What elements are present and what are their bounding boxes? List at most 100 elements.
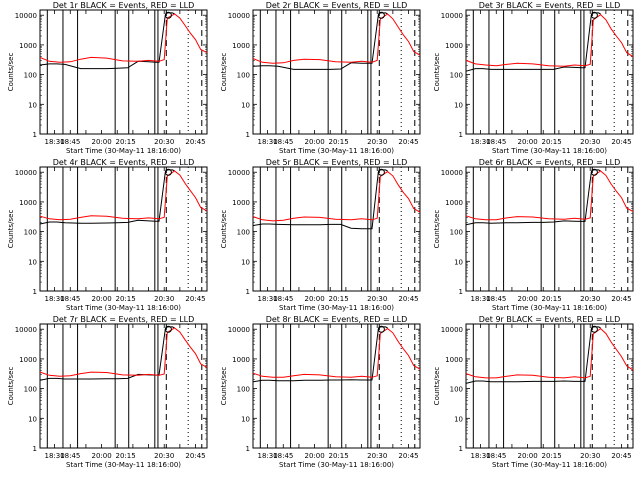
- marker-circle: [164, 325, 172, 333]
- x-tick-label: 18:45: [273, 295, 293, 303]
- panel-title: Det 4r BLACK = Events, RED = LLD: [53, 158, 195, 167]
- y-tick-label: 1000: [445, 356, 463, 364]
- x-tick-label: 20:00: [517, 452, 537, 460]
- y-tick-label: 10: [28, 415, 37, 423]
- x-tick-label: 18:30: [258, 452, 278, 460]
- lld-line: [252, 13, 421, 64]
- x-tick-label: 20:30: [367, 452, 387, 460]
- y-tick-label: 10000: [228, 326, 250, 334]
- x-tick-label: 20:30: [367, 138, 387, 146]
- x-tick-label: 18:45: [486, 295, 506, 303]
- x-axis-label: Start Time (30-May-11 18:16:00): [66, 147, 181, 155]
- y-axis-label: Counts/sec: [433, 210, 441, 249]
- y-tick-label: 1000: [445, 42, 463, 50]
- panel-title: Det 1r BLACK = Events, RED = LLD: [53, 1, 195, 10]
- y-tick-label: 10: [454, 415, 463, 423]
- x-tick-label: 18:30: [258, 138, 278, 146]
- y-tick-label: 1000: [19, 356, 37, 364]
- x-tick-label: 20:00: [304, 452, 324, 460]
- x-tick-label: 18:45: [60, 452, 80, 460]
- x-axis-label: Start Time (30-May-11 18:16:00): [279, 147, 394, 155]
- y-tick-label: 1: [33, 288, 37, 296]
- events-line: [465, 12, 601, 72]
- y-tick-label: 10000: [228, 169, 250, 177]
- x-tick-label: 18:30: [45, 295, 65, 303]
- x-axis-label: Start Time (30-May-11 18:16:00): [66, 461, 181, 469]
- lld-line: [252, 327, 421, 378]
- x-tick-label: 18:45: [486, 452, 506, 460]
- y-tick-label: 10: [28, 101, 37, 109]
- panel-title: Det 9r BLACK = Events, RED = LLD: [479, 315, 621, 324]
- y-tick-label: 10000: [441, 12, 463, 20]
- lld-line: [465, 327, 634, 379]
- x-tick-label: 20:15: [328, 452, 348, 460]
- y-tick-label: 10000: [228, 12, 250, 20]
- x-tick-label: 20:30: [154, 138, 174, 146]
- y-tick-label: 100: [24, 229, 37, 237]
- x-tick-label: 18:45: [273, 138, 293, 146]
- y-tick-label: 1000: [232, 199, 250, 207]
- panel-title: Det 8r BLACK = Events, RED = LLD: [266, 315, 408, 324]
- y-tick-label: 1: [459, 131, 463, 139]
- x-tick-label: 20:30: [154, 295, 174, 303]
- panel-title: Det 7r BLACK = Events, RED = LLD: [53, 315, 195, 324]
- y-tick-label: 100: [237, 72, 250, 80]
- x-axis-label: Start Time (30-May-11 18:16:00): [492, 304, 607, 312]
- x-tick-label: 20:45: [611, 452, 631, 460]
- x-tick-label: 20:45: [611, 138, 631, 146]
- plot-frame: [252, 9, 421, 135]
- x-tick-label: 20:15: [115, 138, 135, 146]
- x-tick-label: 20:00: [517, 295, 537, 303]
- marker-circle: [590, 168, 598, 176]
- events-line: [39, 12, 175, 70]
- y-tick-label: 100: [24, 386, 37, 394]
- y-tick-label: 1000: [19, 199, 37, 207]
- x-tick-label: 20:30: [580, 138, 600, 146]
- y-axis-label: Counts/sec: [7, 53, 15, 92]
- events-line: [39, 326, 175, 381]
- y-axis-label: Counts/sec: [7, 210, 15, 249]
- lld-line: [39, 170, 208, 221]
- plot-frame: [39, 166, 208, 292]
- x-tick-label: 20:30: [367, 295, 387, 303]
- y-tick-label: 10: [454, 258, 463, 266]
- y-tick-label: 1: [246, 288, 250, 296]
- x-tick-label: 20:15: [115, 452, 135, 460]
- x-axis-label: Start Time (30-May-11 18:16:00): [492, 147, 607, 155]
- lld-line: [252, 170, 421, 222]
- marker-circle: [377, 325, 385, 333]
- x-tick-label: 20:15: [328, 138, 348, 146]
- x-tick-label: 18:30: [471, 295, 491, 303]
- plot-frame: [465, 166, 634, 292]
- x-tick-label: 18:45: [60, 295, 80, 303]
- x-tick-label: 20:45: [185, 295, 205, 303]
- lld-line: [465, 13, 634, 67]
- plot-frame: [465, 323, 634, 449]
- events-line: [465, 169, 601, 226]
- x-tick-label: 20:00: [304, 295, 324, 303]
- x-tick-label: 20:00: [91, 452, 111, 460]
- y-axis-label: Counts/sec: [7, 367, 15, 406]
- x-tick-label: 20:45: [185, 138, 205, 146]
- x-tick-label: 20:00: [91, 295, 111, 303]
- y-tick-label: 1000: [232, 356, 250, 364]
- x-tick-label: 18:30: [258, 295, 278, 303]
- x-tick-label: 20:15: [115, 295, 135, 303]
- x-axis-label: Start Time (30-May-11 18:16:00): [66, 304, 181, 312]
- x-tick-label: 18:30: [471, 452, 491, 460]
- y-tick-label: 10: [241, 258, 250, 266]
- panel-title: Det 5r BLACK = Events, RED = LLD: [266, 158, 408, 167]
- y-tick-label: 10000: [15, 12, 37, 20]
- marker-circle: [590, 11, 598, 19]
- y-tick-label: 1: [246, 445, 250, 453]
- y-axis-label: Counts/sec: [220, 210, 228, 249]
- y-tick-label: 10: [241, 415, 250, 423]
- x-tick-label: 18:45: [60, 138, 80, 146]
- y-tick-label: 1: [246, 131, 250, 139]
- y-tick-label: 100: [450, 72, 463, 80]
- marker-circle: [377, 11, 385, 19]
- y-tick-label: 1000: [445, 199, 463, 207]
- x-tick-label: 20:45: [611, 295, 631, 303]
- y-tick-label: 10000: [441, 326, 463, 334]
- plot-frame: [39, 9, 208, 135]
